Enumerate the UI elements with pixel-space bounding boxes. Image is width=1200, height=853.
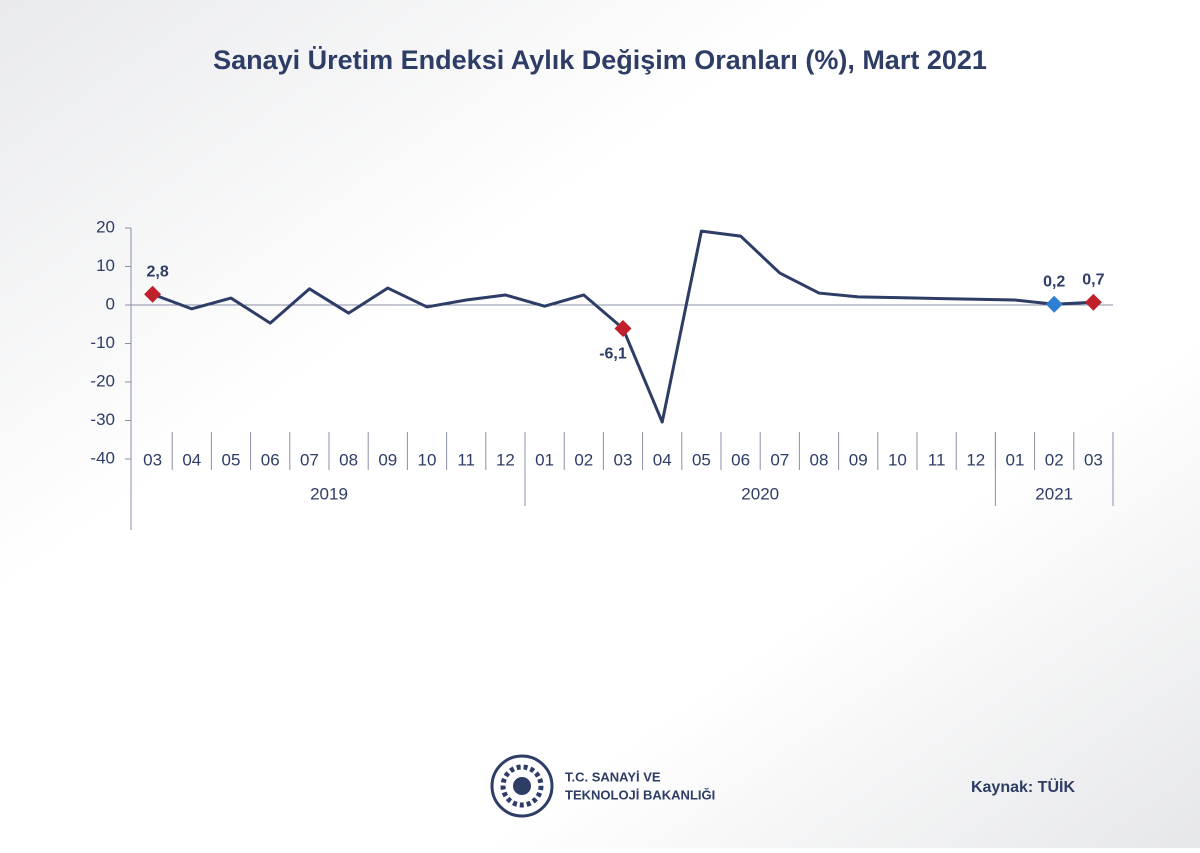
data-label: -6,1 — [599, 346, 627, 363]
year-label: 2019 — [310, 484, 348, 503]
ministry-name: TEKNOLOJİ BAKANLIĞI — [565, 787, 715, 802]
x-tick-label: 06 — [261, 450, 280, 469]
x-tick-label: 12 — [496, 450, 515, 469]
y-tick-label: -20 — [90, 371, 115, 390]
x-tick-label: 02 — [1045, 450, 1064, 469]
data-label: 0,2 — [1043, 273, 1065, 290]
year-label: 2021 — [1035, 484, 1073, 503]
y-tick-label: 10 — [96, 256, 115, 275]
x-tick-label: 05 — [222, 450, 241, 469]
ministry-name: T.C. SANAYİ VE — [565, 769, 661, 784]
y-tick-label: 20 — [96, 217, 115, 236]
x-tick-label: 01 — [535, 450, 554, 469]
x-tick-label: 03 — [143, 450, 162, 469]
x-tick-label: 10 — [888, 450, 907, 469]
marker — [614, 319, 632, 337]
x-tick-label: 04 — [182, 450, 201, 469]
y-tick-label: -10 — [90, 333, 115, 352]
chart-title: Sanayi Üretim Endeksi Aylık Değişim Oran… — [213, 45, 987, 75]
x-tick-label: 09 — [378, 450, 397, 469]
x-tick-label: 09 — [849, 450, 868, 469]
x-tick-label: 07 — [770, 450, 789, 469]
x-tick-label: 10 — [418, 450, 437, 469]
data-label: 2,8 — [146, 263, 168, 280]
x-tick-label: 07 — [300, 450, 319, 469]
logo — [490, 754, 554, 818]
x-tick-label: 08 — [810, 450, 829, 469]
x-tick-label: 05 — [692, 450, 711, 469]
x-tick-label: 03 — [614, 450, 633, 469]
x-tick-label: 03 — [1084, 450, 1103, 469]
x-tick-label: 12 — [966, 450, 985, 469]
x-tick-label: 01 — [1006, 450, 1025, 469]
data-label: 0,7 — [1082, 272, 1104, 289]
x-tick-label: 11 — [457, 450, 475, 469]
marker — [144, 285, 162, 303]
y-tick-label: 0 — [106, 294, 115, 313]
source-note: Kaynak: TÜİK — [971, 777, 1075, 796]
x-tick-label: 06 — [731, 450, 750, 469]
y-tick-label: -30 — [90, 410, 115, 429]
x-tick-label: 04 — [653, 450, 672, 469]
y-tick-label: -40 — [90, 448, 115, 467]
x-tick-label: 11 — [928, 450, 946, 469]
x-tick-label: 02 — [574, 450, 593, 469]
x-tick-label: 08 — [339, 450, 358, 469]
year-label: 2020 — [741, 484, 779, 503]
